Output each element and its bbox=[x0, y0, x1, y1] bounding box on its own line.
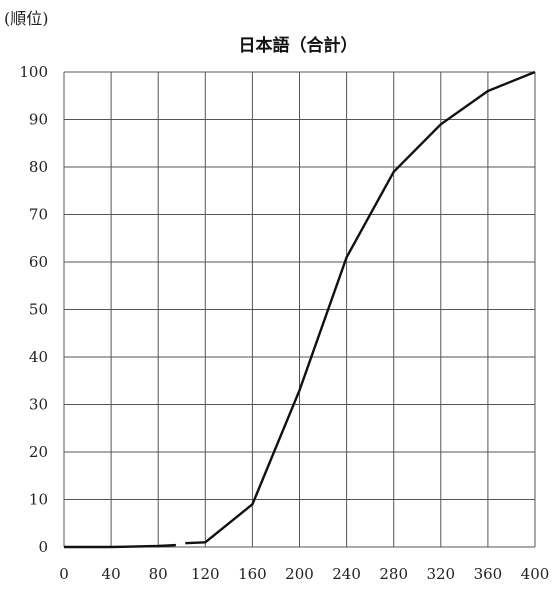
series-line-segment-2 bbox=[185, 70, 536, 545]
chart-title: 日本語（合計） bbox=[239, 35, 358, 56]
x-tick-label-120: 120 bbox=[191, 565, 220, 583]
series-lines bbox=[64, 70, 536, 549]
x-tick-label-40: 40 bbox=[102, 565, 121, 583]
y-tick-label-0: 0 bbox=[38, 538, 48, 556]
y-tick-label-60: 60 bbox=[29, 253, 48, 271]
y-axis-label: (順位) bbox=[4, 9, 49, 28]
x-tick-label-320: 320 bbox=[426, 565, 455, 583]
y-tick-label-10: 10 bbox=[29, 491, 48, 509]
y-tick-label-100: 100 bbox=[19, 63, 48, 81]
grid bbox=[63, 71, 536, 548]
x-tick-label-280: 280 bbox=[379, 565, 408, 583]
y-tick-label-80: 80 bbox=[29, 158, 48, 176]
y-tick-label-90: 90 bbox=[29, 111, 48, 129]
x-tick-label-0: 0 bbox=[59, 565, 69, 583]
x-tick-label-360: 360 bbox=[474, 565, 503, 583]
x-tick-label-80: 80 bbox=[149, 565, 168, 583]
y-tick-label-50: 50 bbox=[29, 301, 48, 319]
tick-labels: 0 40 80 120 160 200 240 280 320 360 400 0 10 20 30 40 50… bbox=[19, 63, 549, 583]
y-tick-label-70: 70 bbox=[29, 206, 48, 224]
y-tick-label-30: 30 bbox=[29, 396, 48, 414]
y-tick-label-40: 40 bbox=[29, 348, 48, 366]
x-tick-label-400: 400 bbox=[521, 565, 550, 583]
x-tick-label-240: 240 bbox=[332, 565, 361, 583]
x-tick-label-160: 160 bbox=[238, 565, 267, 583]
series-line-segment-1 bbox=[64, 543, 176, 549]
y-tick-label-20: 20 bbox=[29, 443, 48, 461]
x-tick-label-200: 200 bbox=[285, 565, 314, 583]
